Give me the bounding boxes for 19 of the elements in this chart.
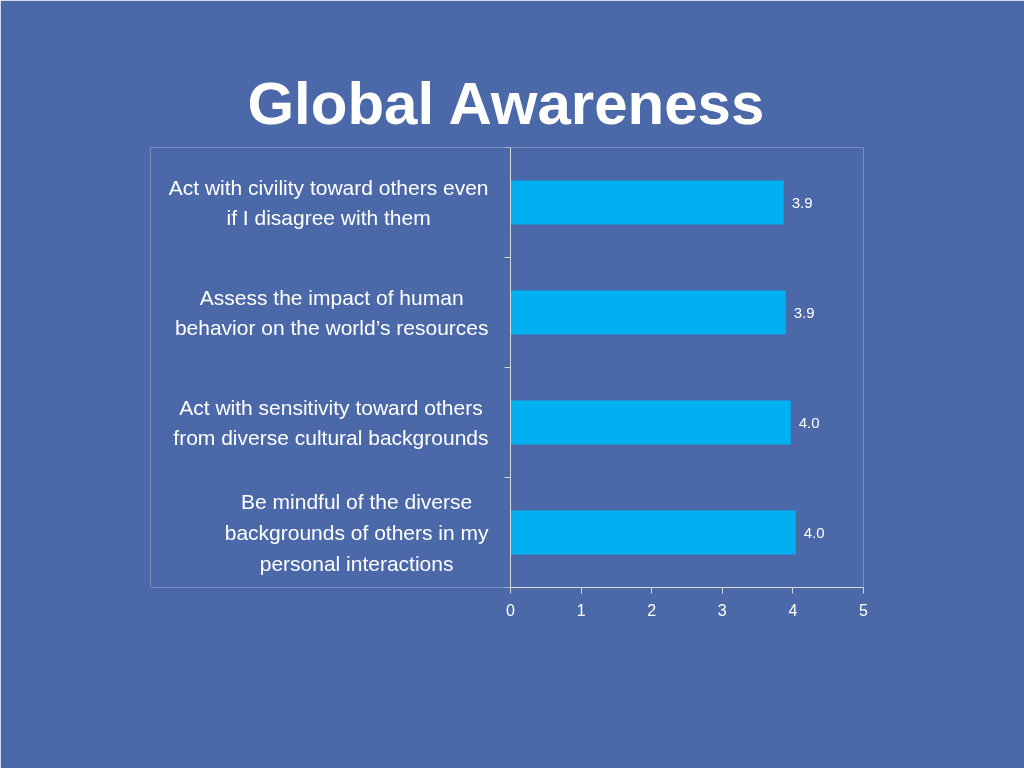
bar: [510, 290, 786, 335]
x-tick-label: 2: [647, 601, 657, 619]
data-label: 4.0: [798, 413, 820, 431]
y-tick-label: Assess the impact of human behavior on the world’s resources: [174, 285, 489, 340]
y-tick-label: Act with civility toward others even if I disagree with them: [168, 175, 489, 230]
bar: [510, 180, 784, 225]
x-tick-label: 4: [788, 601, 798, 619]
data-label: 3.9: [791, 193, 813, 211]
y-tick-label: Act with sensitivity toward others from diverse cultural backgrounds: [173, 395, 489, 450]
bar: [510, 400, 791, 445]
x-tick-label: 3: [717, 601, 727, 619]
data-label: 4.0: [803, 523, 825, 541]
y-tick-label: Be mindful of the diverse backgrounds of others in my personal interactions: [224, 490, 489, 575]
data-label: 3.9: [793, 303, 815, 321]
bar: [510, 510, 796, 555]
x-tick-label: 1: [576, 601, 586, 619]
x-tick-label: 0: [506, 601, 516, 619]
x-tick-label: 5: [859, 601, 869, 619]
chart-title: Global Awareness: [247, 69, 765, 137]
